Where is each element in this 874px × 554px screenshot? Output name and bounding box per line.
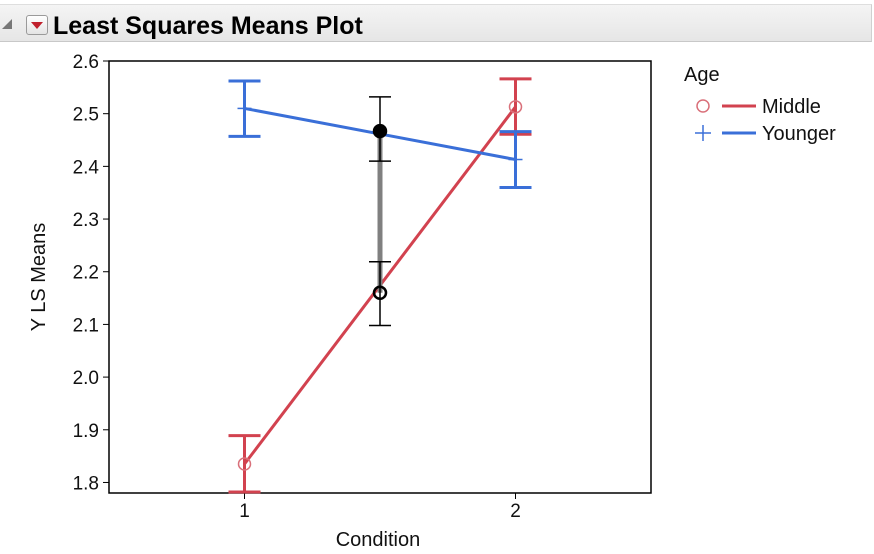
y-tick-label: 2.4 [73, 157, 100, 178]
report-title: Least Squares Means Plot [53, 12, 363, 40]
y-tick-label: 2.0 [73, 368, 99, 389]
y-tick-label: 2.3 [73, 210, 99, 231]
legend-marker-middle [696, 99, 710, 113]
comparison-top-marker [372, 123, 388, 139]
y-tick-label: 1.8 [73, 473, 99, 494]
y-tick-label: 2.5 [73, 105, 99, 126]
red-triangle-menu-button[interactable] [26, 15, 48, 35]
y-tick-label: 1.9 [73, 421, 99, 442]
legend-title: Age [684, 64, 720, 86]
legend-label-middle: Middle [762, 96, 821, 118]
report-header: Least Squares Means Plot [0, 4, 872, 42]
red-triangle-icon [31, 22, 43, 29]
point-marker-middle [237, 457, 252, 471]
point-marker-middle [508, 100, 523, 114]
x-tick-label: 1 [239, 501, 250, 522]
y-tick-label: 2.6 [73, 52, 99, 73]
y-tick-label: 2.2 [73, 263, 99, 284]
x-tick-label: 2 [510, 501, 521, 522]
y-axis-title: Y LS Means [28, 223, 50, 332]
legend-label-younger: Younger [762, 123, 836, 145]
y-tick-label: 2.1 [73, 315, 99, 336]
x-axis-title: Condition [336, 529, 421, 551]
disclosure-triangle-icon[interactable] [2, 19, 12, 29]
comparison-bottom-marker [372, 285, 388, 301]
